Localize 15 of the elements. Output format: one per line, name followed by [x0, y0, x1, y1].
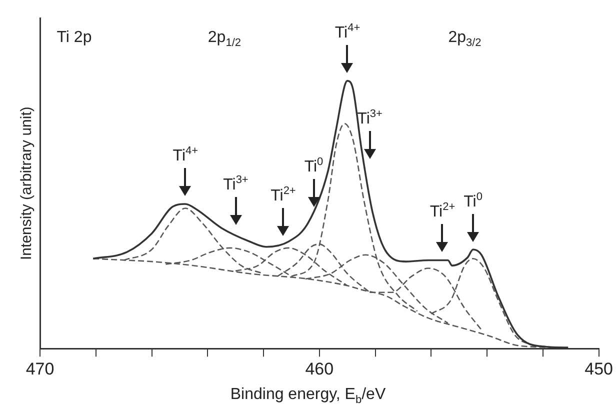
annotation: Ti$^{2+}$ — [270, 185, 296, 204]
annotation: Ti$^{4+}$ — [172, 144, 198, 164]
annotation: Ti$^{4+}$ — [334, 22, 360, 42]
text: 2p$_{1/2}$ — [208, 28, 241, 50]
annotation: Ti$^{0}$ — [464, 190, 482, 210]
x-tick-label: 450 — [584, 359, 614, 378]
annotation: Ti$^{3+}$ — [223, 174, 248, 194]
annotation: Ti$^{0}$ — [304, 156, 324, 176]
y-axis-title: Intensity (arbitrary unit) — [18, 106, 36, 260]
x-axis-title: Binding energy, E$_{b}$/eV — [229, 386, 387, 406]
x-tick-label: 470 — [26, 359, 54, 378]
x-tick-label: 460 — [305, 359, 334, 378]
text: 2p$_{3/2}$ — [448, 28, 482, 50]
text: Ti 2p — [56, 28, 92, 46]
annotation: Ti$^{2+}$ — [430, 201, 456, 221]
